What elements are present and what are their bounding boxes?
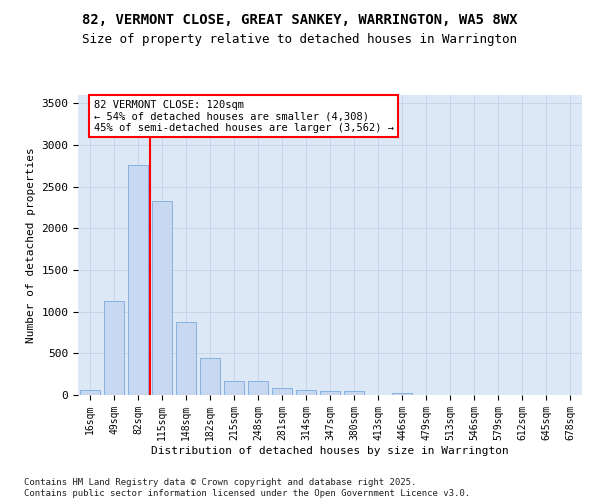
Bar: [344, 391, 364, 395]
Bar: [128, 165, 148, 395]
Bar: [176, 322, 196, 395]
X-axis label: Distribution of detached houses by size in Warrington: Distribution of detached houses by size …: [151, 446, 509, 456]
Text: Contains HM Land Registry data © Crown copyright and database right 2025.
Contai: Contains HM Land Registry data © Crown c…: [24, 478, 470, 498]
Bar: [104, 301, 124, 395]
Bar: [320, 391, 340, 395]
Bar: [248, 381, 268, 395]
Text: 82 VERMONT CLOSE: 120sqm
← 54% of detached houses are smaller (4,308)
45% of sem: 82 VERMONT CLOSE: 120sqm ← 54% of detach…: [94, 100, 394, 132]
Bar: [224, 381, 244, 395]
Bar: [392, 392, 412, 395]
Bar: [272, 388, 292, 395]
Bar: [296, 390, 316, 395]
Text: Size of property relative to detached houses in Warrington: Size of property relative to detached ho…: [83, 32, 517, 46]
Text: 82, VERMONT CLOSE, GREAT SANKEY, WARRINGTON, WA5 8WX: 82, VERMONT CLOSE, GREAT SANKEY, WARRING…: [82, 12, 518, 26]
Bar: [80, 390, 100, 395]
Y-axis label: Number of detached properties: Number of detached properties: [26, 147, 36, 343]
Bar: [200, 358, 220, 395]
Bar: [152, 201, 172, 395]
